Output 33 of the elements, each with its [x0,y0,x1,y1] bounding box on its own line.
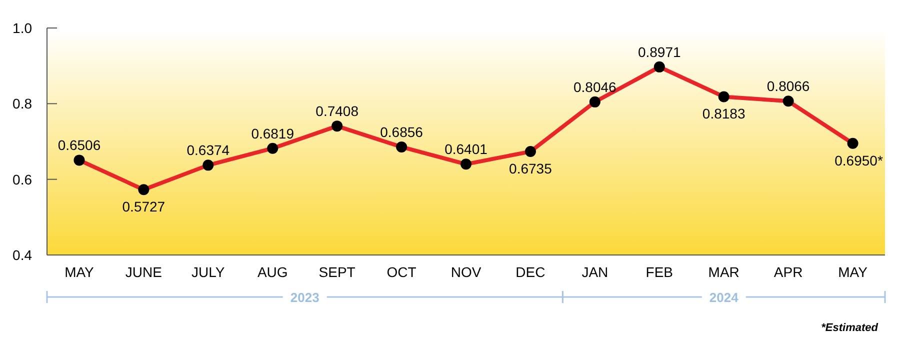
x-tick-label: JULY [192,264,226,280]
text: *Estimated [821,322,878,334]
y-tick-label: 0.8 [12,96,32,112]
data-label: 0.8046 [574,78,617,95]
x-tick-label: DEC [516,264,546,280]
x-tick-label: SEPT [318,264,356,280]
data-label: 0.6950* [834,152,884,168]
data-label: 0.7408 [316,103,359,120]
y-tick-label: 0.6 [12,171,32,188]
data-label: 0.6819 [251,125,294,142]
data-label: 0.5727 [122,198,166,215]
x-tick-label: JUNE [125,264,162,280]
y-tick-label: 1.0 [12,20,32,36]
data-label: 0.8183 [702,106,746,122]
x-tick-label: MAY [838,264,868,280]
data-label: 0.8971 [638,44,682,60]
y-tick-label: 0.4 [12,247,32,263]
data-label: 0.6735 [509,160,552,177]
x-tick-label: AUG [257,264,288,280]
text: 2024 [709,290,740,305]
x-tick-label: APR [774,264,803,280]
x-tick-label: NOV [450,264,482,280]
text: 2023 [290,290,320,305]
x-tick-label: FEB [646,264,673,280]
data-label: 0.6374 [186,142,230,158]
data-label: 0.6506 [58,137,101,154]
data-label: 0.6401 [444,141,488,158]
x-tick-label: MAY [64,264,95,280]
data-label: 0.8066 [766,78,810,94]
x-tick-label: MAR [708,264,740,280]
x-tick-label: OCT [386,264,417,280]
x-tick-label: JAN [582,264,608,280]
data-label: 0.6856 [380,124,424,140]
